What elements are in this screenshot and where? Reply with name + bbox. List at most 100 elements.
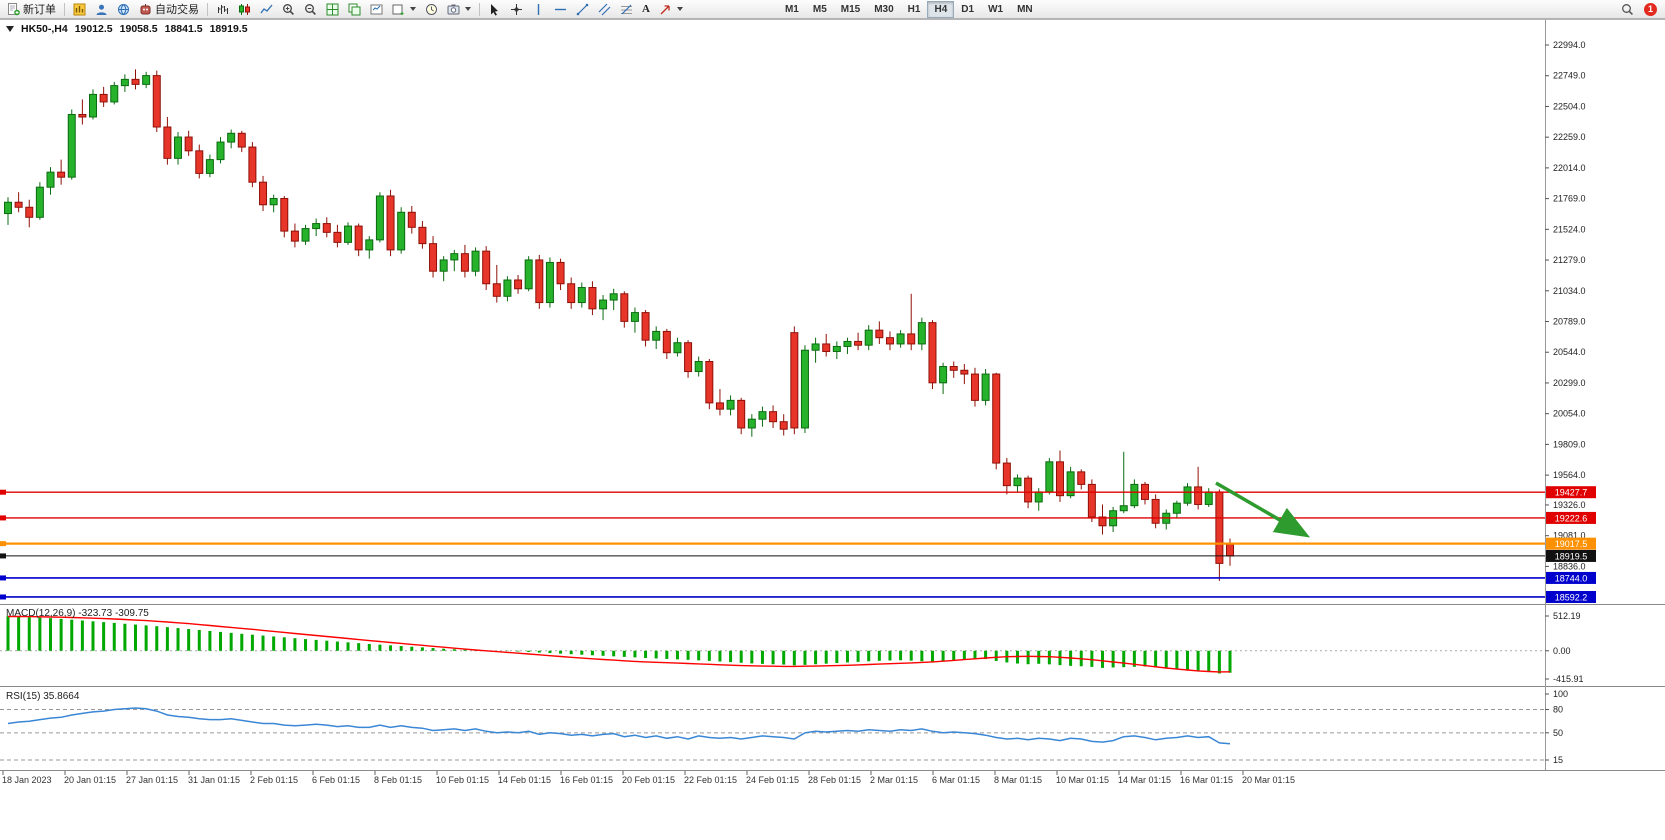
equidistant-channel-icon — [598, 3, 611, 16]
timeframe-button-mn[interactable]: MN — [1017, 3, 1033, 15]
snapshot-dropdown-caret — [465, 7, 471, 11]
zoom-out-button[interactable] — [300, 0, 321, 19]
candlestick-chart-icon — [238, 3, 251, 16]
timeframe-button-m30[interactable]: M30 — [874, 3, 894, 15]
profiles-button[interactable] — [91, 0, 112, 19]
new-order-button[interactable]: 新订单 — [3, 0, 60, 19]
timeframe-button-d1[interactable]: D1 — [961, 3, 975, 15]
horizontal-line-tool-button[interactable] — [550, 0, 571, 19]
svg-text:0.00: 0.00 — [1553, 646, 1571, 656]
cursor-icon — [488, 3, 501, 16]
svg-text:19081.0: 19081.0 — [1553, 531, 1586, 541]
svg-text:16 Feb 01:15: 16 Feb 01:15 — [560, 775, 613, 785]
svg-text:18919.5: 18919.5 — [1555, 551, 1588, 561]
svg-text:20 Feb 01:15: 20 Feb 01:15 — [622, 775, 675, 785]
fibonacci-tool-button[interactable] — [616, 0, 637, 19]
zoom-in-button[interactable] — [278, 0, 299, 19]
trendline-tool-button[interactable] — [572, 0, 593, 19]
trendline-icon — [576, 3, 589, 16]
snapshot-button[interactable] — [443, 0, 475, 19]
new-chart-icon — [392, 3, 405, 16]
arrange-windows-button[interactable] — [366, 0, 387, 19]
svg-text:8 Feb 01:15: 8 Feb 01:15 — [374, 775, 422, 785]
timeframe-button-w1[interactable]: W1 — [988, 3, 1004, 15]
cursor-tool-button[interactable] — [484, 0, 505, 19]
search-icon — [1621, 3, 1634, 16]
vertical-line-tool-button[interactable] — [528, 0, 549, 19]
timeframe-button-m5[interactable]: M5 — [812, 3, 827, 15]
autotrading-button[interactable]: 自动交易 — [135, 0, 203, 19]
candlestick-series — [4, 69, 1234, 581]
bar-chart-button[interactable] — [212, 0, 233, 19]
panel-borders — [0, 19, 1665, 771]
macd-panel: 512.19 0.00 -415.91 — [0, 611, 1584, 684]
line-chart-button[interactable] — [256, 0, 277, 19]
svg-text:22014.0: 22014.0 — [1553, 163, 1586, 173]
svg-text:6 Mar 01:15: 6 Mar 01:15 — [932, 775, 980, 785]
svg-text:28 Feb 01:15: 28 Feb 01:15 — [808, 775, 861, 785]
cascade-windows-icon — [348, 3, 361, 16]
profiles-icon — [95, 3, 108, 16]
cascade-windows-button[interactable] — [344, 0, 365, 19]
zoom-in-icon — [282, 3, 295, 16]
new-chart-button[interactable] — [388, 0, 420, 19]
svg-text:19564.0: 19564.0 — [1553, 470, 1586, 480]
svg-text:18592.2: 18592.2 — [1555, 592, 1588, 602]
tile-windows-button[interactable] — [322, 0, 343, 19]
svg-text:20054.0: 20054.0 — [1553, 409, 1586, 419]
svg-text:20789.0: 20789.0 — [1553, 317, 1586, 327]
main-toolbar: 新订单 自动交易 — [0, 0, 1665, 19]
svg-text:19017.5: 19017.5 — [1555, 539, 1588, 549]
notification-badge[interactable]: 1 — [1644, 2, 1657, 16]
time-axis: 18 Jan 2023 20 Jan 01:15 27 Jan 01:15 31 Ja… — [2, 771, 1295, 785]
svg-text:21769.0: 21769.0 — [1553, 194, 1586, 204]
zoom-out-icon — [304, 3, 317, 16]
svg-text:19427.7: 19427.7 — [1555, 488, 1588, 498]
chart-windows-button[interactable] — [69, 0, 90, 19]
timeframe-button-m1[interactable]: M1 — [784, 3, 799, 15]
crosshair-icon — [510, 3, 523, 16]
svg-text:6 Feb 01:15: 6 Feb 01:15 — [312, 775, 360, 785]
svg-text:50: 50 — [1553, 728, 1563, 738]
search-button[interactable] — [1617, 0, 1638, 19]
candlestick-chart-button[interactable] — [234, 0, 255, 19]
timeframe-button-h1[interactable]: H1 — [907, 3, 921, 15]
new-order-label: 新订单 — [23, 4, 56, 16]
svg-text:512.19: 512.19 — [1553, 611, 1581, 621]
svg-text:20544.0: 20544.0 — [1553, 347, 1586, 357]
crosshair-tool-button[interactable] — [506, 0, 527, 19]
svg-text:20299.0: 20299.0 — [1553, 378, 1586, 388]
new-order-icon — [7, 2, 20, 16]
timeframe-button-h4[interactable]: H4 — [927, 0, 955, 18]
text-tool-icon: A — [642, 3, 650, 15]
timeframe-button-m15[interactable]: M15 — [840, 3, 861, 15]
svg-text:10 Mar 01:15: 10 Mar 01:15 — [1056, 775, 1109, 785]
svg-text:16 Mar 01:15: 16 Mar 01:15 — [1180, 775, 1233, 785]
chart-windows-icon — [73, 3, 86, 16]
svg-text:21524.0: 21524.0 — [1553, 224, 1586, 234]
arrow-shapes-icon — [659, 3, 672, 16]
svg-text:21034.0: 21034.0 — [1553, 286, 1586, 296]
svg-text:20 Mar 01:15: 20 Mar 01:15 — [1242, 775, 1295, 785]
svg-text:80: 80 — [1553, 705, 1563, 715]
market-globe-button[interactable] — [113, 0, 134, 19]
text-tool-button[interactable]: A — [638, 0, 654, 19]
horizontal-levels[interactable]: 19427.7 19222.6 19017.5 18919.5 18744.0 18592… — [0, 486, 1596, 603]
svg-text:14 Mar 01:15: 14 Mar 01:15 — [1118, 775, 1171, 785]
svg-text:22749.0: 22749.0 — [1553, 71, 1586, 81]
horizontal-line-icon — [554, 3, 567, 16]
arrows-tool-button[interactable] — [655, 0, 687, 19]
channel-tool-button[interactable] — [594, 0, 615, 19]
clock-icon — [425, 3, 438, 16]
trend-arrow-annotation[interactable] — [1215, 481, 1311, 538]
svg-text:27 Jan 01:15: 27 Jan 01:15 — [126, 775, 178, 785]
svg-text:18836.0: 18836.0 — [1553, 561, 1586, 571]
arrange-windows-icon — [370, 3, 383, 16]
period-clock-button[interactable] — [421, 0, 442, 19]
bar-chart-icon — [216, 3, 229, 16]
toolbar-right-group: 1 — [1617, 0, 1662, 19]
svg-text:15: 15 — [1553, 755, 1563, 765]
line-chart-icon — [260, 3, 273, 16]
svg-text:10 Feb 01:15: 10 Feb 01:15 — [436, 775, 489, 785]
